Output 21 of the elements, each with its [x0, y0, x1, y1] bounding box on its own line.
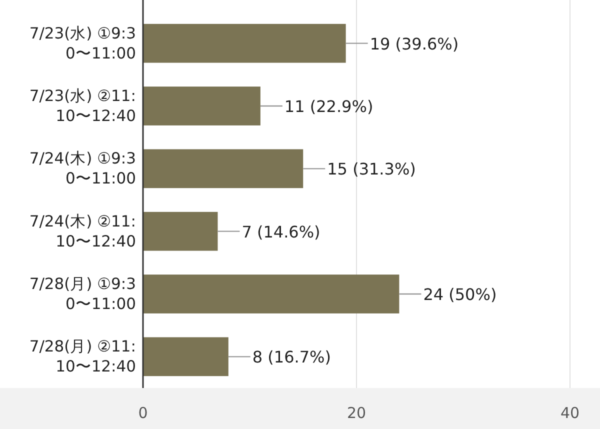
data-label: 19 (39.6%) [370, 34, 459, 54]
data-label: 24 (50%) [423, 285, 497, 304]
data-label: 7 (14.6%) [242, 222, 320, 242]
y-tick-label: 7/24(木) ②11:10〜12:40 [29, 212, 136, 250]
bar [143, 24, 346, 63]
x-tick-label: 0 [138, 404, 148, 422]
data-label: 8 (16.7%) [252, 348, 331, 367]
bar [143, 274, 400, 314]
y-tick-label: 7/28(月) ①9:30〜11:00 [29, 275, 136, 313]
y-tick-label: 7/24(木) ①9:30〜11:00 [29, 150, 136, 188]
x-tick-label: 20 [346, 404, 366, 422]
x-tick-label: 40 [560, 404, 580, 422]
bar [143, 337, 228, 376]
y-tick-label: 7/23(水) ②11:10〜12:40 [29, 87, 136, 125]
bar [143, 86, 260, 126]
bar [143, 149, 304, 188]
bar [143, 212, 218, 251]
data-label: 11 (22.9%) [284, 97, 374, 116]
y-tick-label: 7/28(月) ②11:10〜12:40 [29, 338, 136, 376]
data-label: 15 (31.3%) [327, 160, 416, 179]
y-tick-label: 7/23(水) ①9:30〜11:00 [29, 24, 136, 62]
